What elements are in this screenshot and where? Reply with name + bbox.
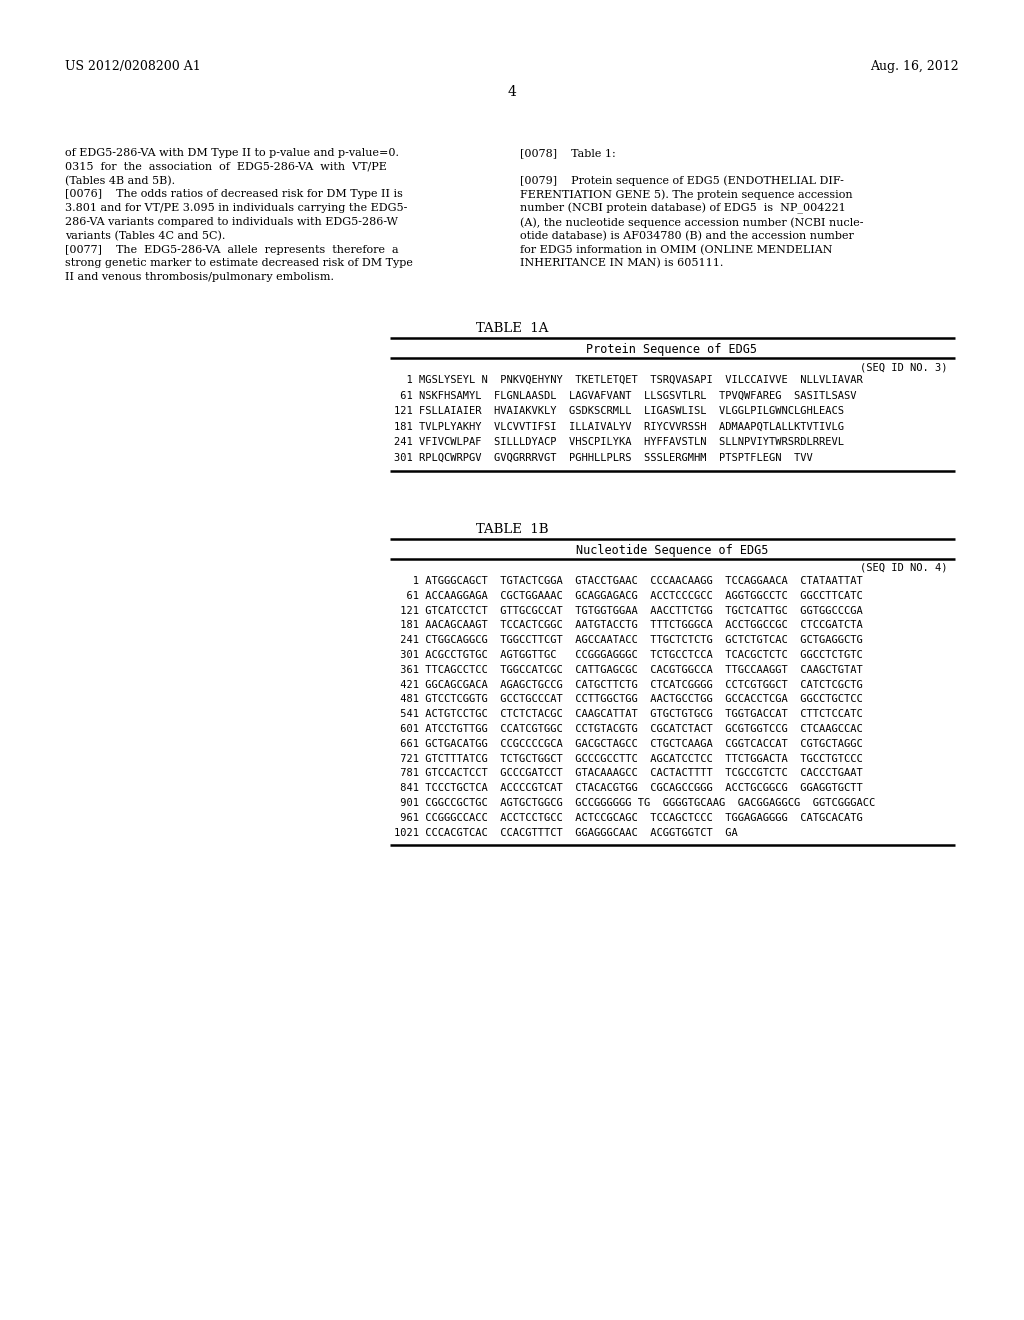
- Text: 181 AACAGCAAGT  TCCACTCGGC  AATGTACCTG  TTTCTGGGCA  ACCTGGCCGC  CTCCGATCTA: 181 AACAGCAAGT TCCACTCGGC AATGTACCTG TTT…: [394, 620, 863, 631]
- Text: 301 RPLQCWRPGV  GVQGRRRVGT  PGHHLLPLRS  SSSLERGMHM  PTSPTFLEGN  TVV: 301 RPLQCWRPGV GVQGRRRVGT PGHHLLPLRS SSS…: [394, 453, 813, 462]
- Text: FERENTIATION GENE 5). The protein sequence accession: FERENTIATION GENE 5). The protein sequen…: [520, 189, 853, 199]
- Text: 661 GCTGACATGG  CCGCCCCGCA  GACGCTAGCC  CTGCTCAAGA  CGGTCACCAT  CGTGCTAGGC: 661 GCTGACATGG CCGCCCCGCA GACGCTAGCC CTG…: [394, 739, 863, 748]
- Text: (SEQ ID NO. 4): (SEQ ID NO. 4): [860, 564, 948, 573]
- Text: TABLE  1B: TABLE 1B: [476, 523, 548, 536]
- Text: variants (Tables 4C and 5C).: variants (Tables 4C and 5C).: [65, 231, 225, 242]
- Text: otide database) is AF034780 (B) and the accession number: otide database) is AF034780 (B) and the …: [520, 231, 854, 242]
- Text: Aug. 16, 2012: Aug. 16, 2012: [870, 59, 959, 73]
- Text: number (NCBI protein database) of EDG5  is  NP_004221: number (NCBI protein database) of EDG5 i…: [520, 203, 846, 214]
- Text: INHERITANCE IN MAN) is 605111.: INHERITANCE IN MAN) is 605111.: [520, 259, 723, 269]
- Text: 121 GTCATCCTCT  GTTGCGCCAT  TGTGGTGGAA  AACCTTCTGG  TGCTCATTGC  GGTGGCCCGA: 121 GTCATCCTCT GTTGCGCCAT TGTGGTGGAA AAC…: [394, 606, 863, 615]
- Text: Nucleotide Sequence of EDG5: Nucleotide Sequence of EDG5: [575, 544, 768, 557]
- Text: 421 GGCAGCGACA  AGAGCTGCCG  CATGCTTCTG  CTCATCGGGG  CCTCGTGGCT  CATCTCGCTG: 421 GGCAGCGACA AGAGCTGCCG CATGCTTCTG CTC…: [394, 680, 863, 689]
- Text: 241 VFIVCWLPAF  SILLLDYACP  VHSCPILYKA  HYFFAVSTLN  SLLNPVIYTWRSRDLRREVL: 241 VFIVCWLPAF SILLLDYACP VHSCPILYKA HYF…: [394, 437, 844, 447]
- Text: (Tables 4B and 5B).: (Tables 4B and 5B).: [65, 176, 175, 186]
- Text: 781 GTCCACTCCT  GCCCGATCCT  GTACAAAGCC  CACTACTTTT  TCGCCGTCTC  CACCCTGAAT: 781 GTCCACTCCT GCCCGATCCT GTACAAAGCC CAC…: [394, 768, 863, 779]
- Text: 481 GTCCTCGGTG  GCCTGCCCAT  CCTTGGCTGG  AACTGCCTGG  GCCACCTCGA  GGCCTGCTCC: 481 GTCCTCGGTG GCCTGCCCAT CCTTGGCTGG AAC…: [394, 694, 863, 705]
- Text: TABLE  1A: TABLE 1A: [476, 322, 548, 335]
- Text: [0076]    The odds ratios of decreased risk for DM Type II is: [0076] The odds ratios of decreased risk…: [65, 189, 402, 199]
- Text: [0079]    Protein sequence of EDG5 (ENDOTHELIAL DIF-: [0079] Protein sequence of EDG5 (ENDOTHE…: [520, 176, 844, 186]
- Text: 1021 CCCACGTCAC  CCACGTTTCT  GGAGGGCAAC  ACGGTGGTCT  GA: 1021 CCCACGTCAC CCACGTTTCT GGAGGGCAAC AC…: [394, 828, 737, 838]
- Text: [0077]    The  EDG5-286-VA  allele  represents  therefore  a: [0077] The EDG5-286-VA allele represents…: [65, 244, 398, 255]
- Text: for EDG5 information in OMIM (ONLINE MENDELIAN: for EDG5 information in OMIM (ONLINE MEN…: [520, 244, 833, 255]
- Text: 901 CGGCCGCTGC  AGTGCTGGCG  GCCGGGGGG TG  GGGGTGCAAG  GACGGAGGCG  GGTCGGGACC: 901 CGGCCGCTGC AGTGCTGGCG GCCGGGGGG TG G…: [394, 799, 876, 808]
- Text: 4: 4: [508, 84, 516, 99]
- Text: 301 ACGCCTGTGC  AGTGGTTGC   CCGGGAGGGC  TCTGCCTCCA  TCACGCTCTC  GGCCTCTGTC: 301 ACGCCTGTGC AGTGGTTGC CCGGGAGGGC TCTG…: [394, 649, 863, 660]
- Text: 241 CTGGCAGGCG  TGGCCTTCGT  AGCCAATACC  TTGCTCTCTG  GCTCTGTCAC  GCTGAGGCTG: 241 CTGGCAGGCG TGGCCTTCGT AGCCAATACC TTG…: [394, 635, 863, 645]
- Text: (A), the nucleotide sequence accession number (NCBI nucle-: (A), the nucleotide sequence accession n…: [520, 216, 863, 227]
- Text: II and venous thrombosis/pulmonary embolism.: II and venous thrombosis/pulmonary embol…: [65, 272, 334, 282]
- Text: 361 TTCAGCCTCC  TGGCCATCGC  CATTGAGCGC  CACGTGGCCA  TTGCCAAGGT  CAAGCTGTAT: 361 TTCAGCCTCC TGGCCATCGC CATTGAGCGC CAC…: [394, 665, 863, 675]
- Text: 721 GTCTTTATCG  TCTGCTGGCT  GCCCGCCTTC  AGCATCCTCC  TTCTGGACTA  TGCCTGTCCC: 721 GTCTTTATCG TCTGCTGGCT GCCCGCCTTC AGC…: [394, 754, 863, 763]
- Text: 61 ACCAAGGAGA  CGCTGGAAAC  GCAGGAGACG  ACCTCCCGCC  AGGTGGCCTC  GGCCTTCATC: 61 ACCAAGGAGA CGCTGGAAAC GCAGGAGACG ACCT…: [394, 591, 863, 601]
- Text: 61 NSKFHSAMYL  FLGNLAASDL  LAGVAFVANT  LLSGSVTLRL  TPVQWFAREG  SASITLSASV: 61 NSKFHSAMYL FLGNLAASDL LAGVAFVANT LLSG…: [394, 391, 856, 400]
- Text: 541 ACTGTCCTGC  CTCTCTACGC  CAAGCATTAT  GTGCTGTGCG  TGGTGACCAT  CTTCTCCATC: 541 ACTGTCCTGC CTCTCTACGC CAAGCATTAT GTG…: [394, 709, 863, 719]
- Text: 286-VA variants compared to individuals with EDG5-286-W: 286-VA variants compared to individuals …: [65, 216, 398, 227]
- Text: 0315  for  the  association  of  EDG5-286-VA  with  VT/PE: 0315 for the association of EDG5-286-VA …: [65, 162, 387, 172]
- Text: 181 TVLPLYAKHY  VLCVVTIFSI  ILLAIVALYV  RIYCVVRSSH  ADMAAPQTLALLKTVTIVLG: 181 TVLPLYAKHY VLCVVTIFSI ILLAIVALYV RIY…: [394, 421, 844, 432]
- Text: 961 CCGGGCCACC  ACCTCCTGCC  ACTCCGCAGC  TCCAGCTCCC  TGGAGAGGGG  CATGCACATG: 961 CCGGGCCACC ACCTCCTGCC ACTCCGCAGC TCC…: [394, 813, 863, 822]
- Text: [0078]    Table 1:: [0078] Table 1:: [520, 148, 615, 158]
- Text: 3.801 and for VT/PE 3.095 in individuals carrying the EDG5-: 3.801 and for VT/PE 3.095 in individuals…: [65, 203, 408, 214]
- Text: Protein Sequence of EDG5: Protein Sequence of EDG5: [587, 343, 758, 356]
- Text: (SEQ ID NO. 3): (SEQ ID NO. 3): [860, 362, 948, 372]
- Text: of EDG5-286-VA with DM Type II to p-value and p-value=0.: of EDG5-286-VA with DM Type II to p-valu…: [65, 148, 399, 158]
- Text: US 2012/0208200 A1: US 2012/0208200 A1: [65, 59, 201, 73]
- Text: 601 ATCCTGTTGG  CCATCGTGGC  CCTGTACGTG  CGCATCTACT  GCGTGGTCCG  CTCAAGCCAC: 601 ATCCTGTTGG CCATCGTGGC CCTGTACGTG CGC…: [394, 723, 863, 734]
- Text: 1 ATGGGCAGCT  TGTACTCGGA  GTACCTGAAC  CCCAACAAGG  TCCAGGAACA  CTATAATTAT: 1 ATGGGCAGCT TGTACTCGGA GTACCTGAAC CCCAA…: [394, 576, 863, 586]
- Text: 1 MGSLYSEYL N  PNKVQEHYNY  TKETLETQET  TSRQVASAPI  VILCCAIVVE  NLLVLIAVAR: 1 MGSLYSEYL N PNKVQEHYNY TKETLETQET TSRQ…: [394, 375, 863, 385]
- Text: strong genetic marker to estimate decreased risk of DM Type: strong genetic marker to estimate decrea…: [65, 259, 413, 268]
- Text: 841 TCCCTGCTCA  ACCCCGTCAT  CTACACGTGG  CGCAGCCGGG  ACCTGCGGCG  GGAGGTGCTT: 841 TCCCTGCTCA ACCCCGTCAT CTACACGTGG CGC…: [394, 783, 863, 793]
- Text: 121 FSLLAIAIER  HVAIAKVKLY  GSDKSCRMLL  LIGASWLISL  VLGGLPILGWNCLGHLEACS: 121 FSLLAIAIER HVAIAKVKLY GSDKSCRMLL LIG…: [394, 407, 844, 416]
